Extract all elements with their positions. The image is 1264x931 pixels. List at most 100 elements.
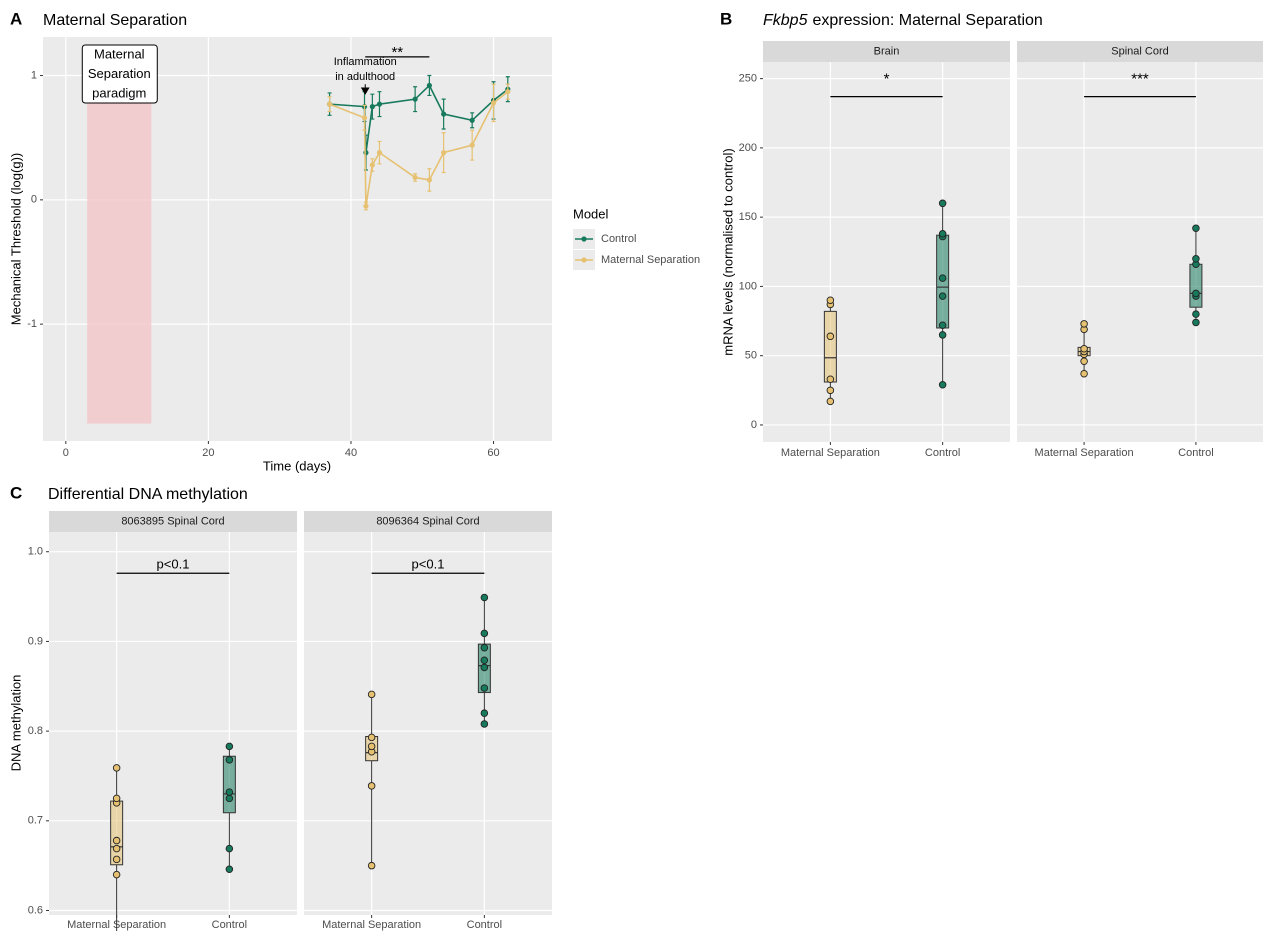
data-point <box>469 117 475 123</box>
data-point <box>1192 254 1200 263</box>
y-tick-label: 100 <box>739 280 757 292</box>
panel-title: Differential DNA methylation <box>48 486 248 503</box>
data-point <box>367 861 376 870</box>
plot-background <box>1017 62 1263 442</box>
annotation-text: Inflammation <box>334 56 397 68</box>
title-text: Differential DNA methylation <box>48 486 248 503</box>
x-axis-title: Time (days) <box>263 458 331 473</box>
paradigm-label: Maternal <box>94 46 145 61</box>
box <box>1189 263 1203 308</box>
x-tick-label: Control <box>467 919 502 931</box>
y-axis-title: Mechanical Threshold (log(g)) <box>8 153 23 325</box>
significance-label: ** <box>391 44 403 61</box>
legend-key-point <box>581 257 587 263</box>
y-axis-title: mRNA levels (normalised to control) <box>720 148 735 355</box>
x-tick-label: 20 <box>202 447 214 459</box>
data-point <box>505 89 511 95</box>
strip-label: Brain <box>874 45 900 57</box>
data-point <box>441 111 447 117</box>
significance-label: p<0.1 <box>157 557 190 572</box>
data-point <box>441 150 447 156</box>
title-text: expression: Maternal Separation <box>812 12 1042 29</box>
data-point <box>369 162 375 168</box>
title-text: Maternal Separation <box>43 12 187 29</box>
y-tick-label: 0.7 <box>28 815 43 827</box>
data-point <box>225 794 234 803</box>
data-point <box>480 643 489 652</box>
data-point <box>1192 289 1200 298</box>
data-point <box>376 101 383 107</box>
y-tick-label: 150 <box>739 211 757 223</box>
data-point <box>1192 224 1200 232</box>
x-tick-label: 60 <box>487 447 499 459</box>
annotation-arrow <box>360 84 370 95</box>
data-point <box>490 100 497 106</box>
x-tick-label: 40 <box>345 447 357 459</box>
strip-label: 8063895 Spinal Cord <box>121 515 224 527</box>
paradigm-label: paradigm <box>92 85 146 100</box>
paradigm-label: Separation <box>88 66 151 81</box>
data-point <box>112 870 121 879</box>
data-point <box>112 764 121 772</box>
data-point <box>367 782 376 790</box>
paradigm-label-box <box>81 44 158 104</box>
data-point <box>363 150 369 156</box>
data-point <box>826 386 835 395</box>
data-point <box>938 331 947 339</box>
y-tick-label: 50 <box>745 350 757 362</box>
data-point <box>376 150 383 156</box>
y-tick-label: 0 <box>31 194 37 206</box>
panel-letter: A <box>10 9 22 28</box>
y-tick-label: 200 <box>739 142 757 154</box>
data-point <box>826 375 835 383</box>
data-point <box>1192 318 1200 327</box>
data-point <box>1080 345 1088 353</box>
data-point <box>826 332 835 341</box>
data-point <box>826 397 835 406</box>
legend-key-point <box>581 236 587 242</box>
panel-title: Maternal Separation <box>43 12 187 29</box>
data-point <box>469 142 475 148</box>
data-point <box>412 174 418 181</box>
x-tick-label: Maternal Separation <box>322 919 421 931</box>
data-point <box>480 656 489 665</box>
panel-title: Fkbp5 expression: Maternal Separation <box>763 12 1043 29</box>
strip-label: Spinal Cord <box>1111 45 1168 57</box>
data-point <box>112 794 121 803</box>
x-tick-label: Control <box>925 447 960 459</box>
data-point <box>938 292 947 300</box>
box <box>823 310 837 383</box>
plot-background <box>49 532 297 915</box>
data-point <box>938 230 947 238</box>
data-point <box>1080 369 1088 378</box>
title-italic: Fkbp5 <box>763 12 808 29</box>
data-point <box>225 742 234 751</box>
data-point <box>826 296 835 305</box>
data-point <box>480 593 489 602</box>
data-point <box>426 177 432 183</box>
annotation-text: in adulthood <box>335 71 395 83</box>
significance-label: p<0.1 <box>412 557 445 572</box>
strip-background <box>304 511 552 532</box>
data-point <box>938 274 947 282</box>
data-point <box>938 321 947 329</box>
data-point <box>225 756 234 764</box>
data-point <box>412 96 418 102</box>
data-point <box>361 115 368 121</box>
strip-label: 8096364 Spinal Cord <box>376 515 479 527</box>
legend-title: Model <box>573 206 609 221</box>
y-tick-label: -1 <box>27 318 37 330</box>
plot-background <box>304 532 552 915</box>
y-tick-label: 0.9 <box>28 635 43 647</box>
significance-label: *** <box>1131 71 1149 88</box>
y-tick-label: 1.0 <box>28 546 43 558</box>
legend-label: Control <box>601 233 636 245</box>
data-point <box>367 733 376 742</box>
data-point <box>480 720 489 728</box>
x-tick-label: Control <box>1178 447 1213 459</box>
significance-label: * <box>884 71 890 88</box>
strip-background <box>49 511 297 532</box>
data-point <box>938 199 947 208</box>
